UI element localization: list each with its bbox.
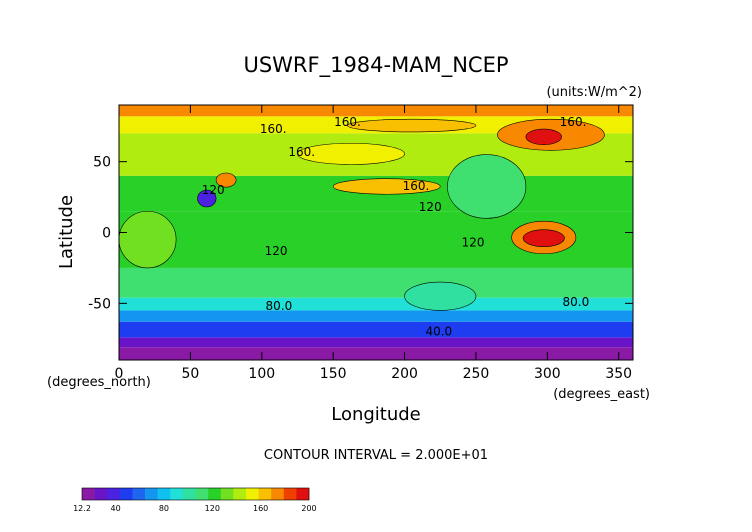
y-axis-label: Latitude (56, 195, 77, 269)
contour-label-5: 120 (202, 183, 225, 197)
colorbar-swatch-3 (119, 488, 133, 500)
contour-label-4: 160. (403, 179, 430, 193)
colorbar-swatch-13 (245, 488, 259, 500)
colorbar-frame (81, 487, 310, 501)
field-feature-7 (215, 172, 237, 188)
colorbar-swatch-16 (283, 488, 297, 500)
colorbar-tick-labels: 40 80 120 160 200 (111, 504, 317, 513)
contour-label-8: 120 (462, 235, 485, 249)
contour-label-7: 120 (265, 244, 288, 258)
x-tick-label-6: 300 (534, 366, 561, 382)
colorbar-swatch-17 (296, 488, 310, 500)
field-zone-10 (119, 105, 633, 117)
x-tick-label-3: 150 (320, 366, 347, 382)
y-tick-label-0: -50 (88, 296, 111, 312)
contour-label-9: 80.0 (266, 299, 293, 313)
x-axis-label: Longitude (331, 404, 421, 425)
colorbar-swatch-12 (233, 488, 247, 500)
colorbar-tick-label-4: 200 (301, 504, 316, 513)
contour-label-10: 80.0 (563, 295, 590, 309)
colorbar-swatch-4 (132, 488, 146, 500)
field-zone-3 (119, 310, 633, 322)
colorbar-swatch-8 (182, 488, 196, 500)
colorbar-tick-label-0: 40 (111, 504, 121, 513)
field-feature-6 (197, 189, 217, 208)
y-tick-label-2: 50 (93, 155, 111, 171)
colorbar-swatch-7 (170, 488, 184, 500)
field-zone-0 (119, 347, 633, 360)
y-tick-label-1: 0 (102, 226, 111, 242)
colorbar-swatch-1 (94, 488, 108, 500)
field-zone-4 (119, 297, 633, 311)
field-zone-2 (119, 321, 633, 338)
chart-title: USWRF_1984-MAM_NCEP (243, 53, 508, 78)
colorbar-tick-label-2: 120 (205, 504, 220, 513)
field-feature-3 (332, 178, 441, 195)
contour-label-2: 160. (288, 145, 315, 159)
x-tick-label-7: 350 (605, 366, 632, 382)
field-layer (118, 105, 633, 360)
contour-label-3: 160. (560, 115, 587, 129)
colorbar-swatch-9 (195, 488, 209, 500)
x-unit-label: (degrees_east) (553, 387, 650, 402)
y-unit-label: (degrees_north) (47, 375, 151, 390)
field-feature-10 (118, 210, 177, 269)
x-tick-label-4: 200 (391, 366, 418, 382)
x-tick-label-0: 0 (115, 366, 124, 382)
field-feature-8 (404, 281, 477, 311)
colorbar-swatch-10 (208, 488, 222, 500)
x-axis-ticks: 0 50 100 150 200 250 300 350 (115, 105, 632, 382)
field-feature-5 (522, 229, 565, 247)
colorbar-tick-label-3: 160 (253, 504, 268, 513)
colorbar-swatch-6 (157, 488, 171, 500)
field-feature-2 (525, 128, 562, 145)
x-tick-label-1: 50 (181, 366, 199, 382)
colorbar-swatch-11 (220, 488, 234, 500)
colorbar-min-label: 12.2 (73, 504, 91, 513)
x-tick-label-5: 250 (463, 366, 490, 382)
units-label: (units:W/m^2) (546, 85, 642, 100)
contour-label-1: 160. (260, 122, 287, 136)
y-axis-ticks: -50 0 50 (88, 155, 633, 312)
field-feature-9 (447, 154, 527, 219)
field-feature-0 (347, 118, 477, 133)
colorbar-swatch-5 (145, 488, 158, 500)
contour-label-11: 40.0 (425, 325, 452, 339)
colorbar-tick-label-1: 80 (159, 504, 169, 513)
contour-label-0: 160. (334, 115, 361, 129)
x-tick-label-2: 100 (248, 366, 275, 382)
colorbar-swatch-14 (258, 488, 272, 500)
contour-interval-text: CONTOUR INTERVAL = 2.000E+01 (264, 448, 488, 463)
field-zone-5 (119, 267, 633, 298)
colorbar-swatch-0 (82, 488, 95, 500)
field-feature-11 (297, 142, 405, 165)
colorbar (81, 487, 310, 501)
colorbar-swatch-2 (107, 488, 121, 500)
contour-label-6: 120 (419, 200, 442, 214)
colorbar-swatch-15 (271, 488, 285, 500)
field-zone-1 (119, 337, 633, 348)
